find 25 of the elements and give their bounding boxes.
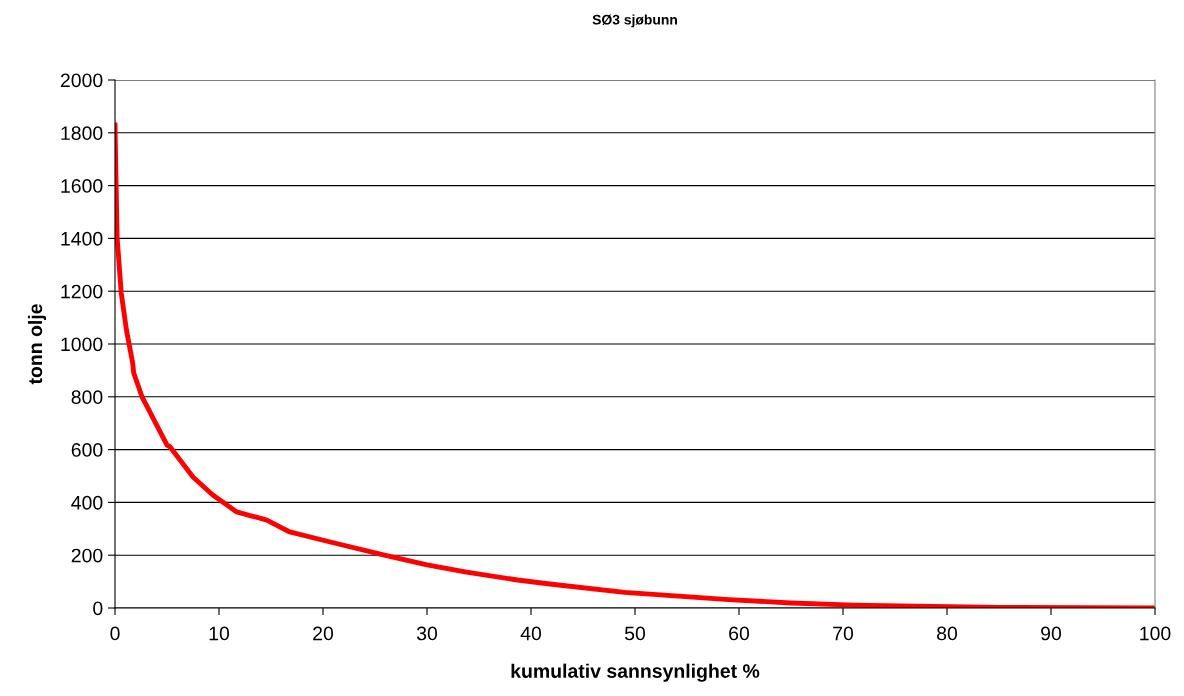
x-tick-label: 30 xyxy=(416,626,438,641)
y-tick-label: 1600 xyxy=(61,179,103,193)
x-tick-label: 100 xyxy=(1140,626,1171,641)
y-axis-title: tonn olje xyxy=(27,304,47,385)
x-tick-label: 40 xyxy=(520,626,542,641)
chart-title: SØ3 sjøbunn xyxy=(592,14,677,28)
y-tick-label: 1400 xyxy=(61,231,103,246)
y-tick-label: 1000 xyxy=(61,337,103,352)
x-tick-label: 90 xyxy=(1041,626,1062,641)
y-tick-label: 1200 xyxy=(61,284,103,299)
y-tick-label: 200 xyxy=(71,548,103,563)
y-tick-label: 400 xyxy=(71,495,103,510)
x-tick-label: 10 xyxy=(209,626,230,641)
x-tick-label: 50 xyxy=(624,626,646,641)
x-tick-label: 70 xyxy=(833,626,854,641)
y-tick-label: 0 xyxy=(93,601,103,616)
x-tick-label: 60 xyxy=(729,626,750,641)
x-tick-label: 0 xyxy=(110,626,120,641)
y-tick-label: 1800 xyxy=(61,126,103,141)
x-axis-title: kumulativ sannsynlighet % xyxy=(511,663,760,682)
y-tick-label: 600 xyxy=(71,443,103,457)
y-tick-label: 800 xyxy=(71,390,103,405)
x-tick-label: 20 xyxy=(313,626,334,641)
y-tick-label: 2000 xyxy=(60,73,103,88)
x-tick-label: 80 xyxy=(937,626,958,641)
